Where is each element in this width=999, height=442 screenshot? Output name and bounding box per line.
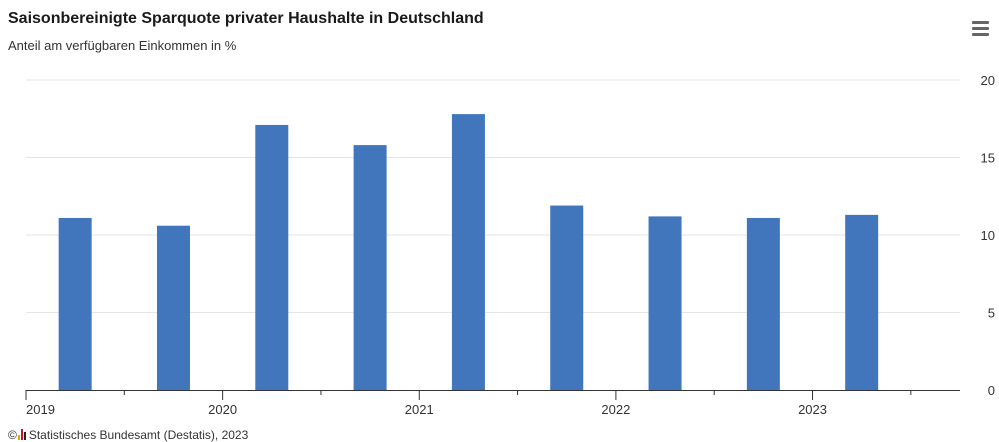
hamburger-menu-icon[interactable]: [970, 18, 992, 38]
y-tick-label: 20: [981, 73, 995, 88]
x-axis: [25, 390, 960, 400]
x-tick-label: 2023: [798, 402, 827, 417]
y-tick-label: 15: [981, 151, 995, 166]
x-tick-label: 2021: [405, 402, 434, 417]
chart-subtitle: Anteil am verfügbaren Einkommen in %: [8, 38, 237, 53]
menu-line: [972, 27, 989, 30]
x-tick-label: 2022: [601, 402, 630, 417]
menu-line: [972, 33, 989, 36]
bar[interactable]: [255, 124, 289, 390]
y-axis-labels: 0 5 10 15 20: [981, 73, 995, 398]
credits-text: Statistisches Bundesamt (Destatis), 2023: [28, 428, 249, 442]
chart-title: Saisonbereinigte Sparquote privater Haus…: [8, 10, 484, 27]
bar[interactable]: [746, 217, 780, 390]
bar[interactable]: [648, 216, 682, 390]
bar[interactable]: [353, 145, 387, 390]
y-tick-label: 10: [981, 228, 995, 243]
bar[interactable]: [451, 114, 485, 390]
bar[interactable]: [845, 214, 879, 390]
bar[interactable]: [156, 225, 190, 390]
copyright-symbol: ©: [8, 428, 17, 442]
destatis-logo-icon: [17, 429, 27, 440]
x-axis-labels: 2019 2020 2021 2022 2023: [26, 402, 827, 417]
credits: © Statistisches Bundesamt (Destatis), 202…: [8, 428, 248, 442]
bar[interactable]: [550, 205, 584, 390]
x-tick-label: 2019: [26, 402, 55, 417]
menu-line: [972, 21, 989, 24]
bar[interactable]: [58, 217, 92, 390]
y-tick-label: 5: [988, 306, 995, 321]
y-tick-label: 0: [988, 383, 995, 398]
x-tick-label: 2020: [208, 402, 237, 417]
bars: [58, 114, 879, 390]
bar-chart: 0 5 10 15 20 2019 2020 2021 2022 2023: [25, 73, 995, 417]
